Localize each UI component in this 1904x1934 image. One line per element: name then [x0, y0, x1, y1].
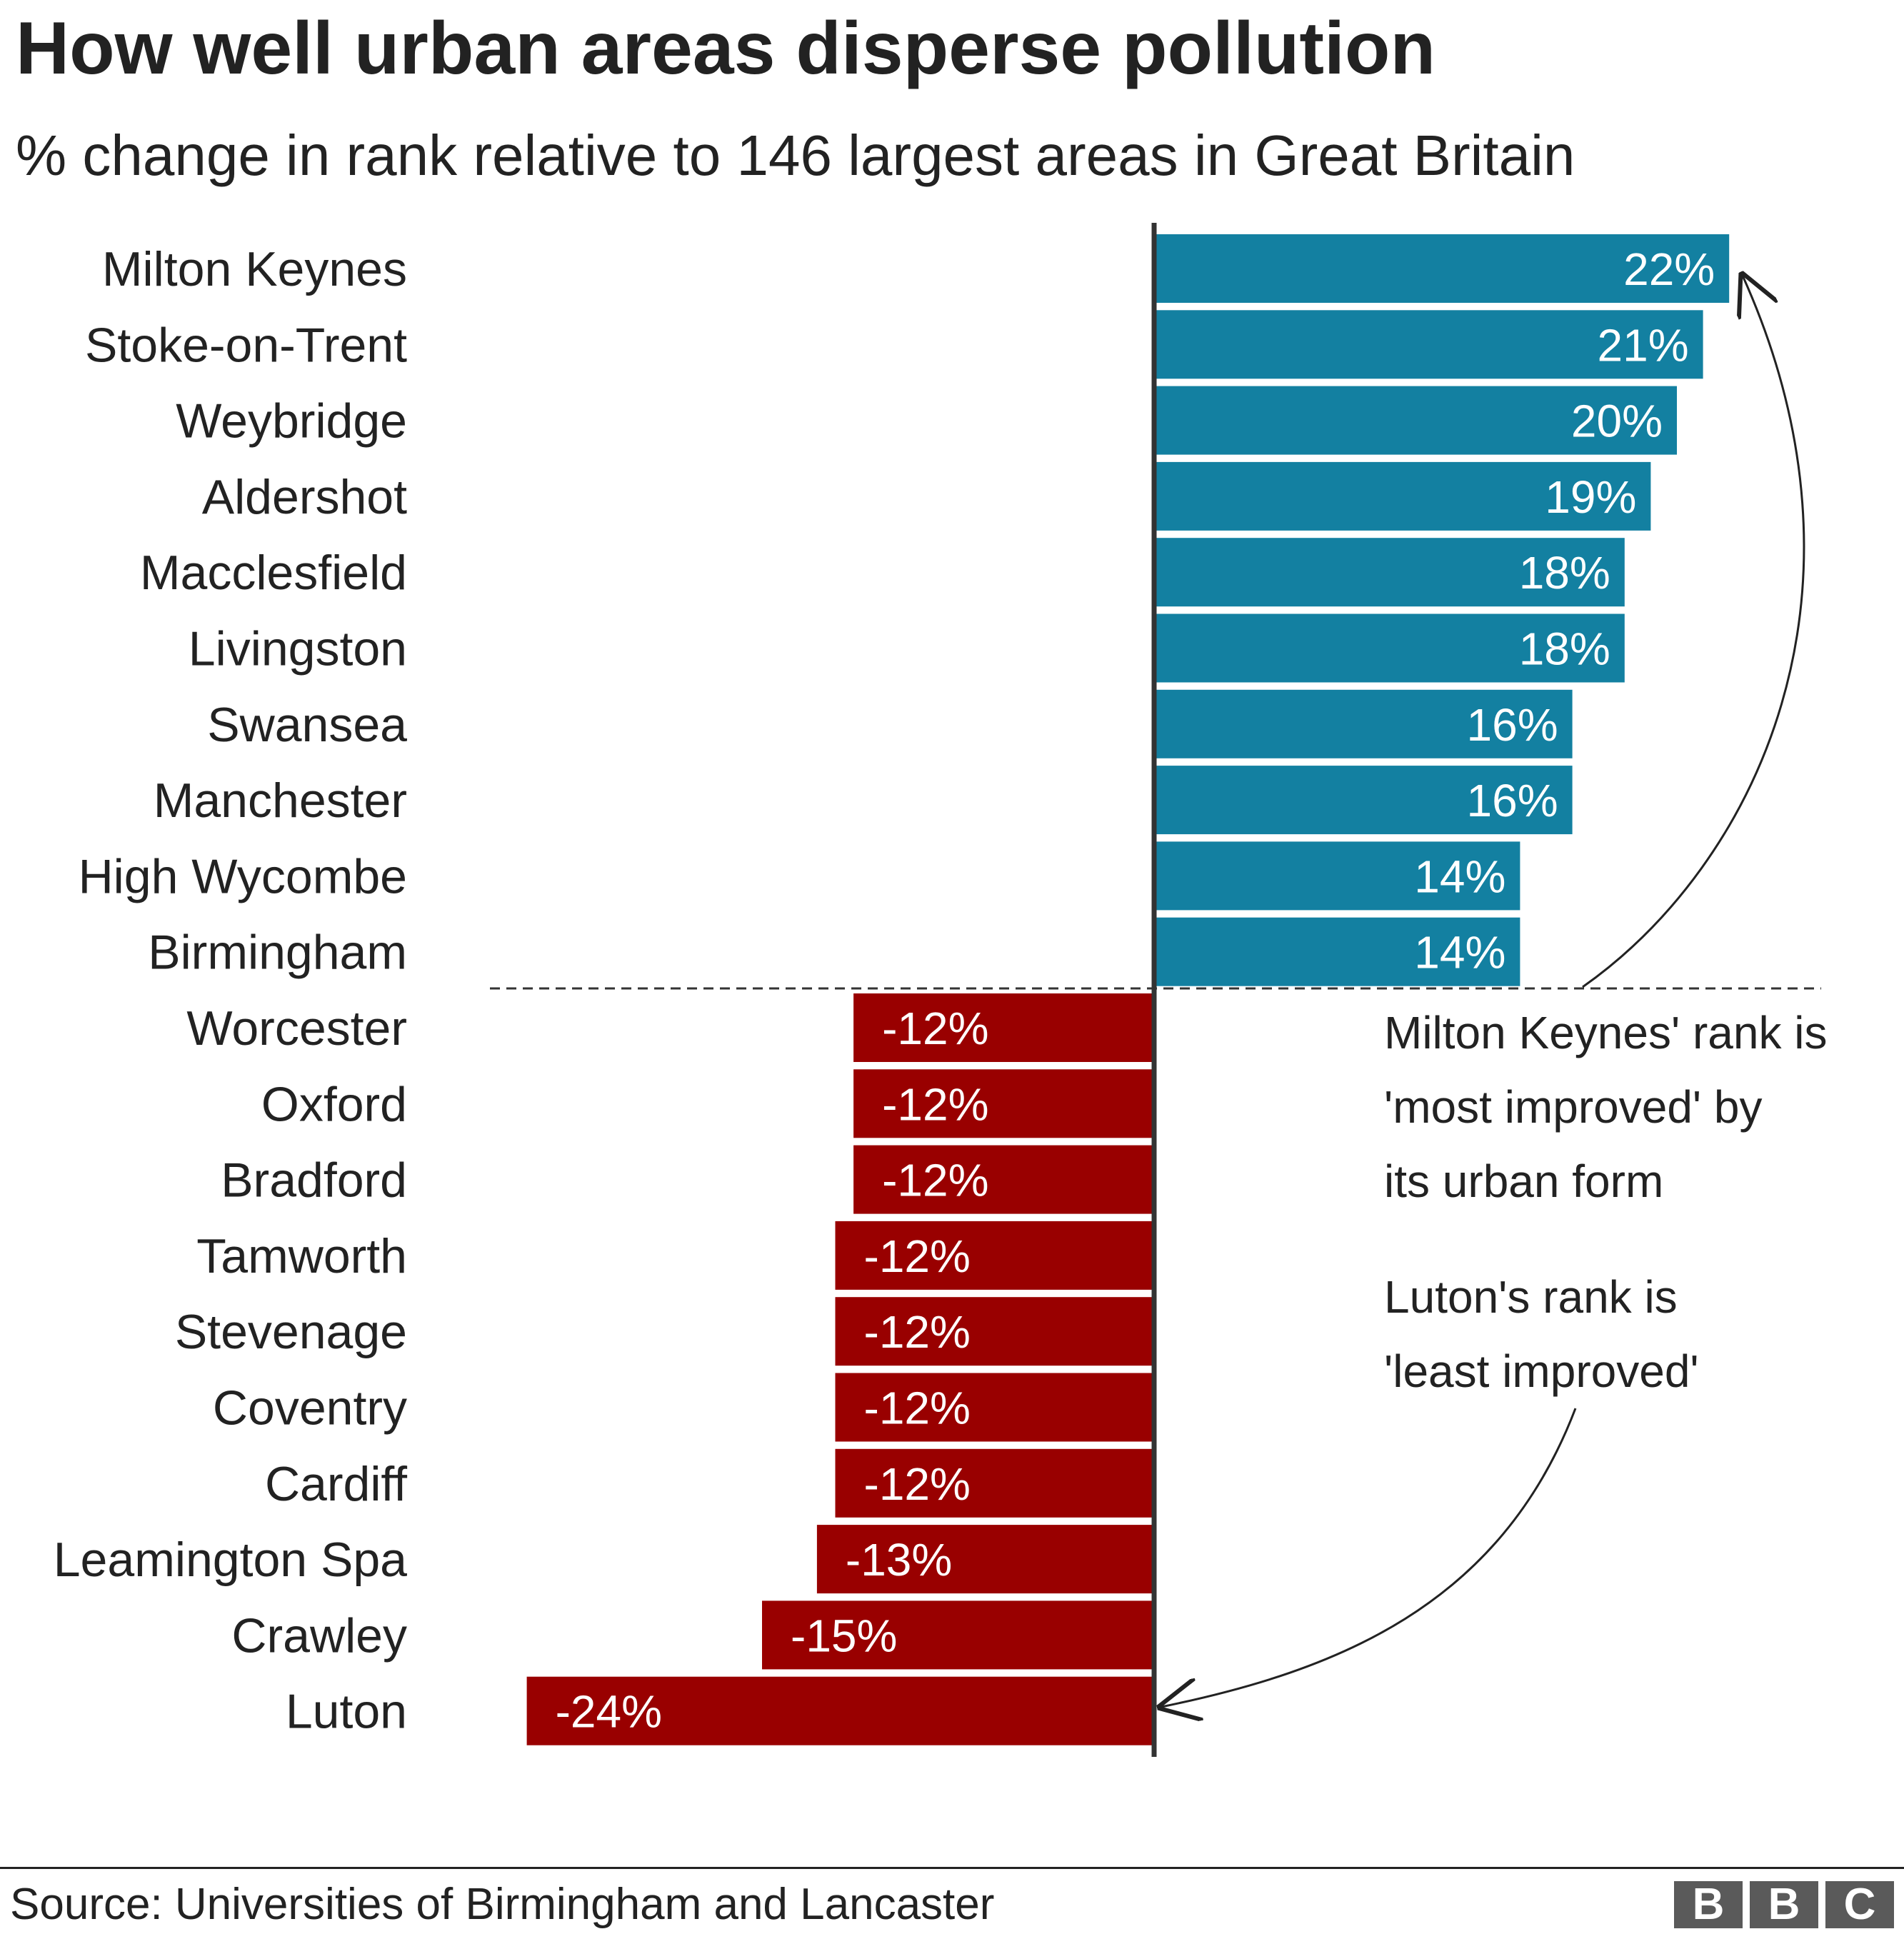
bar-worcester — [853, 993, 1154, 1062]
data-label: 20% — [1571, 396, 1663, 447]
data-label: 22% — [1623, 244, 1715, 295]
bar-luton — [526, 1676, 1154, 1745]
annotation-least-improved: Luton's rank is 'least improved' — [1384, 1260, 1699, 1408]
bar-stoke-on-trent — [1154, 310, 1703, 379]
bar-birmingham — [1154, 917, 1520, 986]
data-label: 14% — [1414, 851, 1505, 902]
bbc-logo: B B C — [1674, 1881, 1894, 1928]
bar-livingston — [1154, 613, 1625, 683]
data-label: -12% — [882, 1078, 988, 1130]
data-label: 19% — [1545, 471, 1636, 523]
chart-subtitle: % change in rank relative to 146 largest… — [16, 124, 1575, 187]
logo-letter: B — [1750, 1881, 1818, 1928]
category-label: Birmingham — [148, 926, 407, 980]
bar-oxford — [853, 1069, 1154, 1138]
category-label: Luton — [286, 1685, 407, 1739]
annotation-most-improved: Milton Keynes' rank is 'most improved' b… — [1384, 996, 1827, 1218]
category-label: Tamworth — [196, 1229, 407, 1283]
bar-tamworth — [835, 1221, 1154, 1290]
bar-coventry — [835, 1373, 1154, 1442]
category-label: Swansea — [207, 698, 407, 752]
bar-chart: 22% 21% 20% 19% 18% 18% 16% 16% 14% 14% -12% -12% -1… — [54, 223, 1821, 1757]
annotation-line: 'least improved' — [1384, 1346, 1699, 1397]
bar-manchester — [1154, 766, 1573, 835]
data-label: 14% — [1414, 927, 1505, 978]
category-label: Weybridge — [176, 394, 407, 449]
bar-bradford — [853, 1145, 1154, 1214]
category-label: Leamington Spa — [54, 1533, 407, 1587]
category-label: Milton Keynes — [102, 242, 407, 296]
data-label: -12% — [864, 1458, 971, 1510]
footer-divider — [0, 1867, 1904, 1869]
data-label: -13% — [846, 1534, 952, 1585]
category-label: Manchester — [154, 773, 407, 828]
bar-stevenage — [835, 1297, 1154, 1366]
chart-title: How well urban areas disperse pollution — [16, 7, 1435, 90]
category-label: Macclesfield — [140, 546, 407, 600]
category-label: Aldershot — [202, 470, 407, 524]
category-label: Livingston — [189, 622, 407, 676]
category-label: Oxford — [261, 1077, 407, 1131]
bar-milton-keynes — [1154, 234, 1730, 303]
bar-aldershot — [1154, 461, 1651, 531]
data-label: -12% — [864, 1231, 971, 1282]
bar-swansea — [1154, 689, 1573, 758]
bar-high-wycombe — [1154, 841, 1520, 911]
annotation-arrow-milton-keynes — [1582, 276, 1805, 988]
data-label: 16% — [1467, 775, 1558, 826]
data-label: -12% — [864, 1383, 971, 1434]
data-label: 18% — [1519, 547, 1610, 598]
category-label: Bradford — [221, 1153, 407, 1208]
bar-cardiff — [835, 1448, 1154, 1518]
bar-leamington-spa — [816, 1525, 1154, 1594]
data-label: 21% — [1598, 319, 1689, 371]
category-label: High Wycombe — [79, 849, 407, 903]
annotation-line: Milton Keynes' rank is — [1384, 1007, 1828, 1058]
data-label: -12% — [882, 1155, 988, 1206]
category-label: Coventry — [213, 1381, 407, 1436]
logo-letter: B — [1674, 1881, 1743, 1928]
category-label: Crawley — [231, 1608, 407, 1663]
category-label: Worcester — [186, 1001, 407, 1056]
bar-macclesfield — [1154, 538, 1625, 607]
bar-weybridge — [1154, 386, 1677, 455]
category-label: Stoke-on-Trent — [85, 318, 407, 372]
data-label: 18% — [1519, 623, 1610, 675]
annotation-arrow-luton — [1161, 1408, 1577, 1707]
logo-letter: C — [1825, 1881, 1894, 1928]
data-label: -24% — [556, 1686, 662, 1738]
category-label: Cardiff — [265, 1457, 407, 1511]
data-label: -12% — [864, 1306, 971, 1358]
bar-crawley — [762, 1600, 1154, 1670]
data-label: 16% — [1467, 699, 1558, 751]
annotation-line: its urban form — [1384, 1156, 1664, 1207]
annotation-line: Luton's rank is — [1384, 1271, 1678, 1323]
data-label: -12% — [882, 1003, 988, 1054]
data-label: -15% — [791, 1610, 897, 1661]
category-label: Stevenage — [175, 1305, 407, 1359]
annotation-line: 'most improved' by — [1384, 1081, 1763, 1133]
source-note: Source: Universities of Birmingham and L… — [10, 1880, 995, 1929]
